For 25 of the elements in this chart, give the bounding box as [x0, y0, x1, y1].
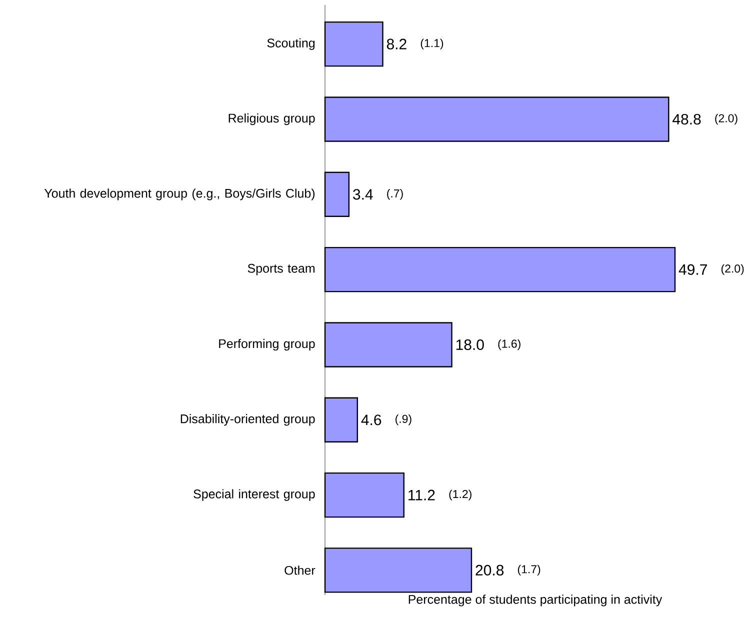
data-label: 49.7	[678, 264, 707, 275]
y-tick-label: Religious group	[228, 113, 315, 126]
data-label: 8.2	[386, 38, 406, 50]
annotation: (1.1)	[420, 38, 444, 50]
annotation: (1.7)	[518, 564, 540, 576]
y-tick-label: Youth development group (e.g., Boys/Girls Club)	[44, 188, 315, 200]
annotation: (.9)	[396, 414, 412, 426]
annotation: (.7)	[387, 189, 403, 200]
y-tick-label: Performing group	[219, 338, 315, 351]
y-tick-label: Special interest group	[194, 489, 315, 501]
data-label: 4.6	[361, 414, 382, 426]
y-tick-label: Disability-oriented group	[180, 414, 315, 426]
data-label: 11.2	[408, 490, 435, 500]
x-axis-title: Percentage of students participating in activity	[408, 594, 662, 606]
data-label: 48.8	[672, 114, 701, 125]
annotation: (1.6)	[498, 339, 520, 350]
y-tick-label: Sports team	[248, 264, 315, 276]
y-tick-label: Other	[284, 566, 316, 575]
annotation: (1.2)	[449, 490, 472, 500]
text: (2.0)	[721, 264, 744, 275]
data-label: 3.4	[353, 189, 373, 200]
data-label: 20.8	[476, 564, 504, 576]
text: (2.0)	[715, 114, 738, 125]
data-label: 18.0	[456, 339, 484, 350]
y-tick-label: Scouting	[267, 38, 315, 50]
